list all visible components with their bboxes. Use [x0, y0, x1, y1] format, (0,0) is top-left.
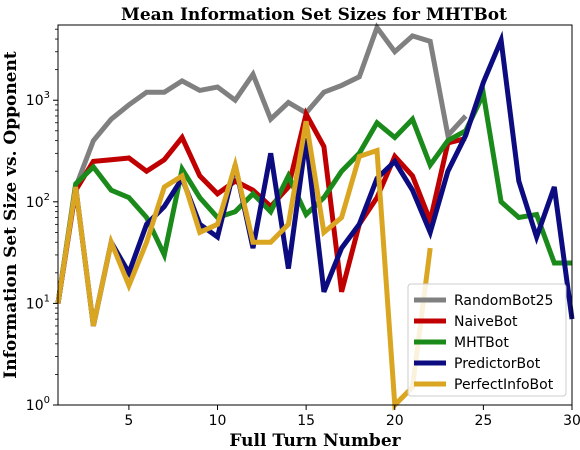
legend-label-perfectinfobot: PerfectInfoBot: [454, 377, 554, 393]
x-tick-label: 30: [563, 413, 580, 429]
legend-label-mhtbot: MHTBot: [454, 335, 509, 351]
legend: RandomBot25 NaiveBot MHTBot PredictorBot Per…: [407, 283, 567, 397]
legend-label-randombot25: RandomBot25: [454, 293, 553, 309]
x-tick-label: 20: [386, 413, 404, 429]
series-line-perfectinfobot: [55, 120, 433, 411]
y-tick-label: 102: [26, 192, 50, 211]
x-tick-label: 5: [124, 413, 133, 429]
legend-box: [407, 283, 567, 397]
x-tick-label: 15: [297, 413, 315, 429]
y-tick-label: 101: [26, 293, 50, 312]
x-tick-label: 25: [474, 413, 492, 429]
legend-label-predictorbot: PredictorBot: [454, 356, 541, 372]
y-tick-label: 103: [26, 90, 50, 109]
y-axis: 100 101 102 103: [26, 28, 58, 414]
x-tick-label: 10: [209, 413, 227, 429]
series-line-predictorbot: [55, 30, 575, 327]
plot-frame: [57, 24, 573, 406]
x-axis: 5 10 15 20 25 30: [124, 405, 580, 429]
series-layer: [55, 22, 575, 411]
legend-label-naivebot: NaiveBot: [454, 314, 518, 330]
x-axis-label: Full Turn Number: [229, 431, 401, 450]
series-line-randombot25: [55, 22, 468, 304]
chart-title: Mean Information Set Sizes for MHTBot: [121, 5, 507, 25]
y-axis-label: Information Set Size vs. Opponent: [1, 51, 21, 379]
y-tick-label: 100: [26, 395, 50, 414]
